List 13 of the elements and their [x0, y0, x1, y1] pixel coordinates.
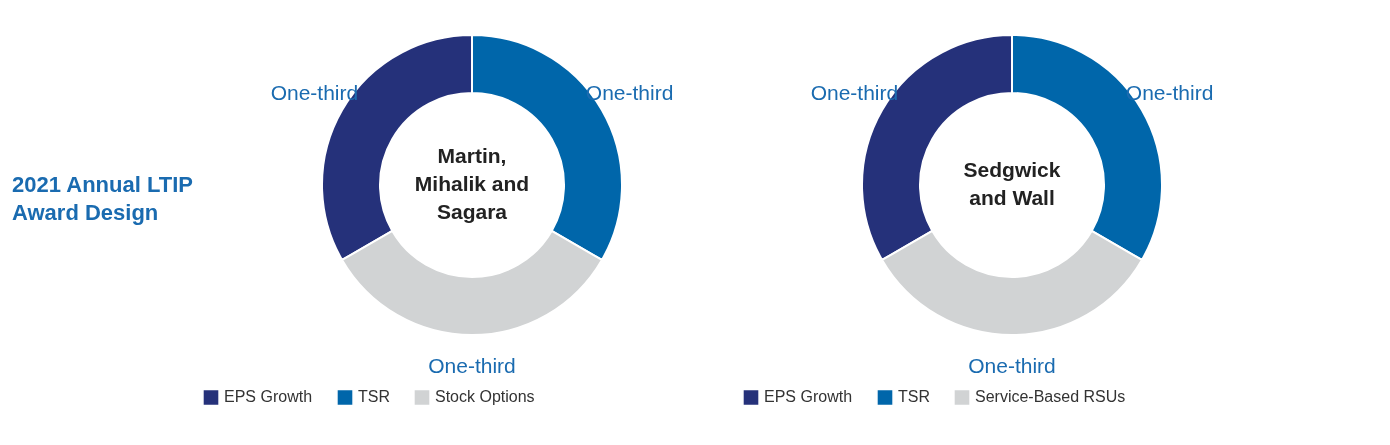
text: Sedgwick and Wall [963, 158, 1061, 209]
legend-label: Service-Based RSUs [975, 388, 1126, 406]
legend-label: Stock Options [435, 388, 535, 406]
data-label: One-third [968, 354, 1056, 377]
legend-label: EPS Growth [764, 388, 853, 406]
data-label: One-third [428, 354, 516, 377]
data-label: One-third [810, 80, 899, 104]
legend-label: TSR [898, 388, 930, 406]
text: 2021 Annual LTIP Award Design [12, 172, 193, 225]
text: Martin, Mihalik and Sagara [414, 144, 530, 223]
legend-label: EPS Growth [224, 388, 313, 406]
legend-label: TSR [358, 388, 390, 406]
data-label: One-third [270, 80, 359, 104]
